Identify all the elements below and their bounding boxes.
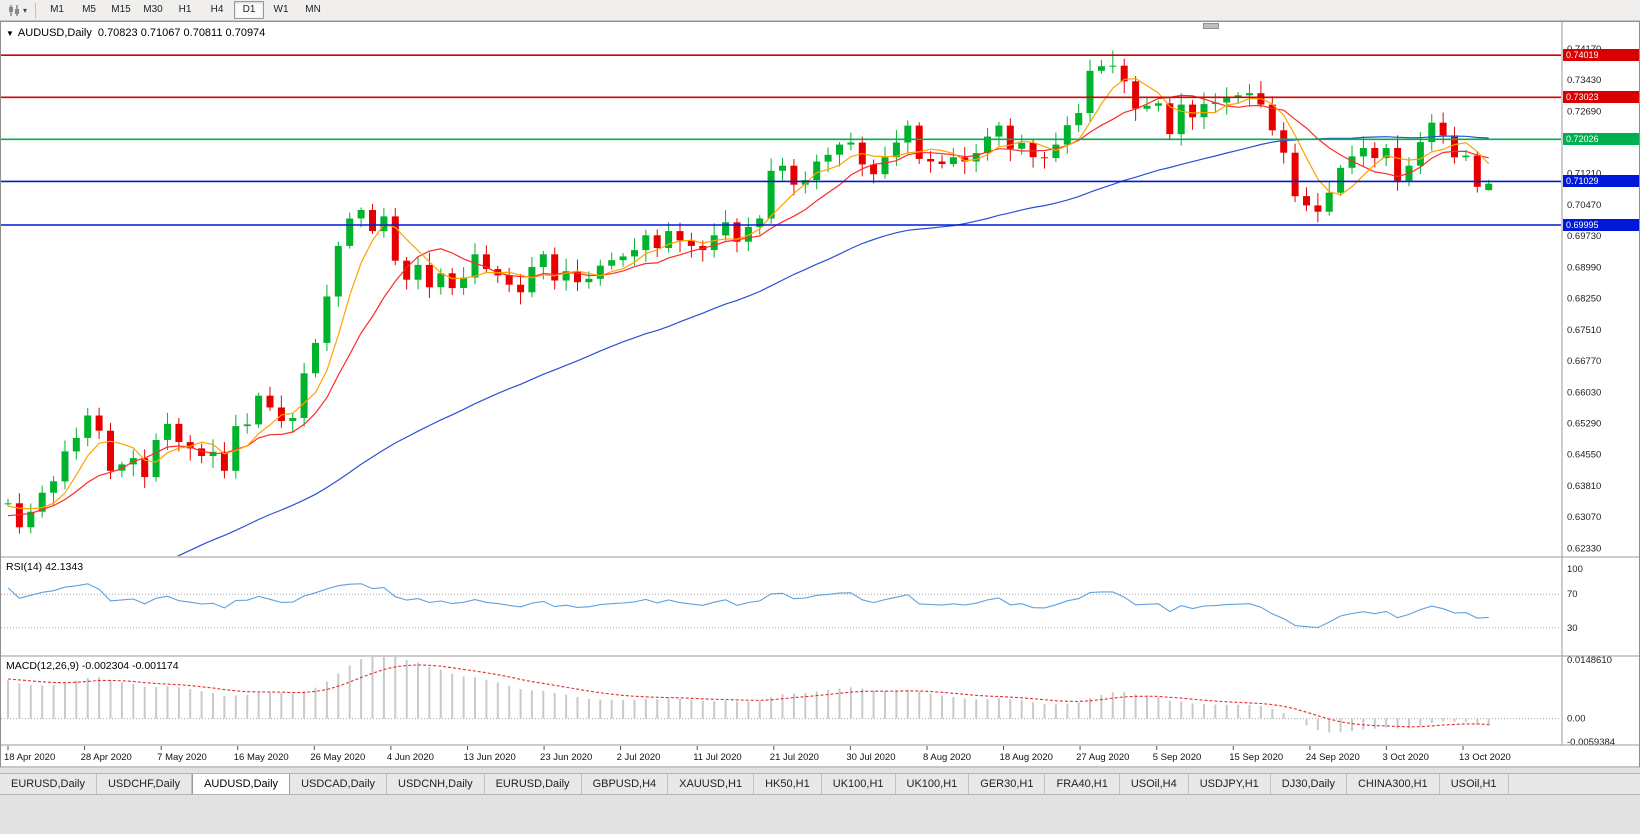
svg-text:0.63070: 0.63070 (1567, 512, 1601, 523)
chart-window: 0.741700.734300.726900.712100.704700.697… (0, 21, 1640, 768)
svg-text:2 Jul 2020: 2 Jul 2020 (617, 752, 661, 763)
timeframe-button-m1[interactable]: M1 (50, 4, 64, 15)
chart-tab-fra40-h1[interactable]: FRA40,H1 (1045, 774, 1120, 794)
svg-text:0.72690: 0.72690 (1567, 106, 1601, 117)
price-level-tag: 0.71029 (1563, 175, 1639, 187)
chart-tab-hk50-h1[interactable]: HK50,H1 (754, 774, 822, 794)
candlestick-chart-icon (9, 4, 19, 16)
rsi-indicator-label: RSI(14) 42.1343 (6, 561, 84, 573)
svg-text:13 Jun 2020: 13 Jun 2020 (463, 752, 515, 763)
svg-text:4 Jun 2020: 4 Jun 2020 (387, 752, 434, 763)
timeframe-button-d1[interactable]: D1 (234, 1, 265, 19)
svg-text:5 Sep 2020: 5 Sep 2020 (1153, 752, 1202, 763)
svg-text:18 Apr 2020: 18 Apr 2020 (4, 752, 55, 763)
price-level-tag: 0.69995 (1563, 219, 1639, 231)
chart-tab-audusd-daily[interactable]: AUDUSD,Daily (192, 774, 291, 794)
timeframe-button-w1[interactable]: W1 (273, 4, 289, 15)
svg-text:28 Apr 2020: 28 Apr 2020 (81, 752, 132, 763)
svg-text:27 Aug 2020: 27 Aug 2020 (1076, 752, 1129, 763)
svg-text:0.63810: 0.63810 (1567, 481, 1601, 492)
svg-text:0.70470: 0.70470 (1567, 200, 1601, 211)
svg-text:0.64550: 0.64550 (1567, 450, 1601, 461)
svg-text:-0.0059384: -0.0059384 (1567, 737, 1615, 748)
chart-tab-usdcnh-daily[interactable]: USDCNH,Daily (387, 774, 485, 794)
svg-text:23 Jun 2020: 23 Jun 2020 (540, 752, 592, 763)
svg-text:11 Jul 2020: 11 Jul 2020 (693, 752, 741, 763)
price-level-tag: 0.72026 (1563, 133, 1639, 145)
chart-tab-eurusd-daily[interactable]: EURUSD,Daily (0, 774, 97, 794)
svg-text:0.66030: 0.66030 (1567, 387, 1601, 398)
chart-tab-usoil-h4[interactable]: USOil,H4 (1120, 774, 1189, 794)
chart-tabs-bar: EURUSD,Daily USDCHF,Daily AUDUSD,Daily USDC… (0, 773, 1640, 795)
chart-tab-dj30-daily[interactable]: DJ30,Daily (1271, 774, 1347, 794)
chart-tab-gbpusd-h4[interactable]: GBPUSD,H4 (582, 774, 669, 794)
chart-tab-usdcad-daily[interactable]: USDCAD,Daily (290, 774, 388, 794)
toolbar: ▾ M1 M5 M15 M30 H1 H4 D1 W1 MN (0, 0, 1640, 21)
svg-text:7 May 2020: 7 May 2020 (157, 752, 207, 763)
chart-tab-xauusd-h1[interactable]: XAUUSD,H1 (668, 774, 755, 794)
price-level-tag: 0.74019 (1563, 49, 1639, 61)
svg-text:0.66770: 0.66770 (1567, 356, 1601, 367)
chart-scrollbar-thumb[interactable] (1203, 23, 1219, 29)
svg-text:30 Jul 2020: 30 Jul 2020 (846, 752, 895, 763)
toolbar-separator (35, 2, 37, 18)
svg-text:0.68990: 0.68990 (1567, 262, 1601, 273)
chart-canvas[interactable]: 0.741700.734300.726900.712100.704700.697… (0, 21, 1640, 768)
chart-tab-uk100-h1[interactable]: UK100,H1 (896, 774, 970, 794)
svg-text:70: 70 (1567, 589, 1578, 600)
svg-text:0.69730: 0.69730 (1567, 231, 1601, 242)
svg-text:0.67510: 0.67510 (1567, 325, 1601, 336)
svg-text:0.68250: 0.68250 (1567, 294, 1601, 305)
svg-text:0.0148610: 0.0148610 (1567, 655, 1612, 666)
chart-type-button[interactable]: ▾ (4, 2, 30, 19)
svg-text:8 Aug 2020: 8 Aug 2020 (923, 752, 971, 763)
chart-tab-uk100-h1[interactable]: UK100,H1 (822, 774, 896, 794)
status-bar (0, 795, 1640, 834)
svg-text:24 Sep 2020: 24 Sep 2020 (1306, 752, 1360, 763)
price-level-tag: 0.73023 (1563, 91, 1639, 103)
chart-tab-china300-h1[interactable]: CHINA300,H1 (1347, 774, 1440, 794)
timeframe-button-h4[interactable]: H4 (210, 4, 224, 15)
timeframe-button-h1[interactable]: H1 (178, 4, 192, 15)
chart-tab-eurusd-daily[interactable]: EURUSD,Daily (485, 774, 582, 794)
chart-tab-ger30-h1[interactable]: GER30,H1 (969, 774, 1046, 794)
svg-text:18 Aug 2020: 18 Aug 2020 (1000, 752, 1053, 763)
svg-text:16 May 2020: 16 May 2020 (234, 752, 289, 763)
svg-text:100: 100 (1567, 564, 1583, 575)
svg-text:0.73430: 0.73430 (1567, 75, 1601, 86)
chart-marker-icon: ▼ (6, 29, 14, 38)
timeframe-button-mn[interactable]: MN (305, 4, 321, 15)
svg-text:0.65290: 0.65290 (1567, 419, 1601, 430)
timeframe-button-m5[interactable]: M5 (82, 4, 96, 15)
svg-text:26 May 2020: 26 May 2020 (310, 752, 365, 763)
svg-text:13 Oct 2020: 13 Oct 2020 (1459, 752, 1511, 763)
svg-text:0.00: 0.00 (1567, 714, 1586, 725)
svg-text:15 Sep 2020: 15 Sep 2020 (1229, 752, 1283, 763)
chevron-down-icon: ▾ (23, 5, 28, 15)
symbol-name: AUDUSD,Daily (17, 27, 92, 39)
chart-symbol-label: ▼ AUDUSD,Daily 0.70823 0.71067 0.70811 0.7… (6, 27, 265, 39)
svg-text:3 Oct 2020: 3 Oct 2020 (1382, 752, 1428, 763)
macd-indicator-label: MACD(12,26,9) -0.002304 -0.001174 (6, 660, 179, 672)
svg-text:0.62330: 0.62330 (1567, 543, 1601, 554)
timeframe-button-m30[interactable]: M30 (143, 4, 163, 15)
timeframe-group: M1 M5 M15 M30 H1 H4 D1 W1 MN (41, 1, 329, 19)
svg-text:21 Jul 2020: 21 Jul 2020 (770, 752, 819, 763)
timeframe-button-m15[interactable]: M15 (111, 4, 131, 15)
svg-text:0.71210: 0.71210 (1567, 169, 1601, 180)
svg-text:30: 30 (1567, 623, 1578, 634)
chart-tab-usoil-h1[interactable]: USOil,H1 (1440, 774, 1509, 794)
chart-tab-usdchf-daily[interactable]: USDCHF,Daily (97, 774, 193, 794)
chart-tab-usdjpy-h1[interactable]: USDJPY,H1 (1189, 774, 1271, 794)
ohlc-values: 0.70823 0.71067 0.70811 0.70974 (97, 27, 266, 39)
